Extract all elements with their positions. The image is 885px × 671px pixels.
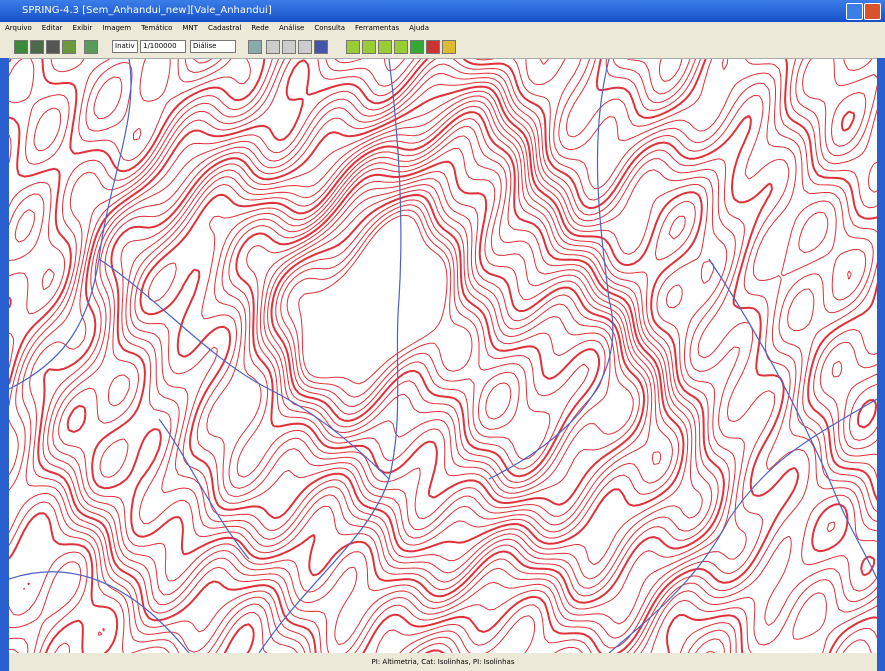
tool-button[interactable] — [410, 40, 424, 54]
menu-item[interactable]: Editar — [41, 24, 63, 32]
contour-line — [221, 135, 662, 531]
contour-line — [259, 178, 634, 494]
window-title: SPRING-4.3 [Sem_Anhandui_new][Vale_Anhan… — [22, 5, 272, 16]
menu-item[interactable]: Exibir — [72, 24, 93, 32]
tool-button[interactable] — [442, 40, 456, 54]
mode-combo[interactable]: Inativ — [112, 40, 138, 53]
menu-item[interactable]: Imagem — [102, 24, 132, 32]
window-border — [0, 58, 9, 671]
menu-item[interactable]: Ferramentas — [355, 24, 400, 32]
tool-button[interactable] — [14, 40, 28, 54]
menu-item[interactable]: Análise — [278, 24, 305, 32]
contour-line — [267, 189, 606, 483]
status-bar: PI: Altimetria, Cat: Isolinhas, PI: Isol… — [9, 653, 877, 671]
contour-line — [29, 59, 877, 653]
tool-button[interactable] — [346, 40, 360, 54]
map-canvas[interactable] — [9, 59, 877, 653]
tool-button[interactable] — [394, 40, 408, 54]
tool-button[interactable] — [362, 40, 376, 54]
contour-line — [228, 147, 649, 520]
drainage — [9, 59, 877, 653]
view-combo[interactable]: Diálise — [190, 40, 236, 53]
contour-line — [9, 59, 877, 653]
menu-item[interactable]: Ajuda — [409, 24, 430, 32]
contour-line — [9, 59, 877, 653]
contour-line — [99, 90, 719, 597]
contour-line — [134, 105, 689, 566]
status-text: PI: Altimetria, Cat: Isolinhas, PI: Isol… — [371, 658, 515, 666]
tool-button[interactable] — [62, 40, 76, 54]
scale-field[interactable]: 1/100000 — [140, 40, 186, 53]
contour-line — [275, 199, 590, 470]
tool-button[interactable] — [282, 40, 296, 54]
contour-line — [58, 81, 730, 610]
contour-line — [37, 59, 876, 653]
contour-line — [9, 59, 877, 653]
contour-line — [286, 209, 520, 430]
minimize-button[interactable] — [846, 3, 863, 20]
contour-line — [9, 59, 877, 653]
tool-button[interactable] — [298, 40, 312, 54]
contour-line — [129, 100, 703, 580]
tool-button[interactable] — [248, 40, 262, 54]
close-button[interactable] — [864, 3, 881, 20]
tool-button[interactable] — [46, 40, 60, 54]
menu-item[interactable]: MNT — [182, 24, 198, 32]
tool-button[interactable] — [84, 40, 98, 54]
toolbar: Inativ 1/100000 Diálise — [0, 34, 885, 59]
tool-button[interactable] — [314, 40, 328, 54]
contour-line — [42, 59, 836, 653]
contour-line — [21, 59, 877, 653]
contour-line — [270, 194, 601, 478]
contour-line — [206, 126, 673, 539]
tool-button[interactable] — [30, 40, 44, 54]
title-bar: SPRING-4.3 [Sem_Anhandui_new][Vale_Anhan… — [0, 0, 885, 22]
contour-line — [9, 59, 877, 653]
tool-button[interactable] — [266, 40, 280, 54]
contour-line — [280, 204, 551, 461]
tool-button[interactable] — [378, 40, 392, 54]
menu-item[interactable]: Consulta — [314, 24, 346, 32]
contour-line — [840, 110, 877, 429]
contour-line — [148, 118, 680, 546]
menu-item[interactable]: Cadastral — [207, 24, 242, 32]
menu-bar: Arquivo Editar Exibir Imagem Temático MNT Cada… — [0, 22, 885, 34]
contour-line — [47, 63, 747, 653]
contour-line — [263, 184, 611, 489]
contour-line — [9, 59, 877, 653]
contour-line — [246, 171, 640, 499]
contour-line — [66, 85, 725, 604]
contour-line — [9, 59, 877, 653]
contour-line — [52, 73, 736, 646]
menu-item[interactable]: Rede — [251, 24, 269, 32]
contour-line — [139, 111, 685, 553]
contour-line — [235, 160, 645, 506]
contour-line — [298, 214, 512, 420]
contour-line — [125, 95, 713, 589]
window-border — [877, 58, 885, 671]
menu-item[interactable]: Arquivo — [5, 24, 32, 32]
tool-button[interactable] — [426, 40, 440, 54]
menu-item[interactable]: Temático — [141, 24, 173, 32]
